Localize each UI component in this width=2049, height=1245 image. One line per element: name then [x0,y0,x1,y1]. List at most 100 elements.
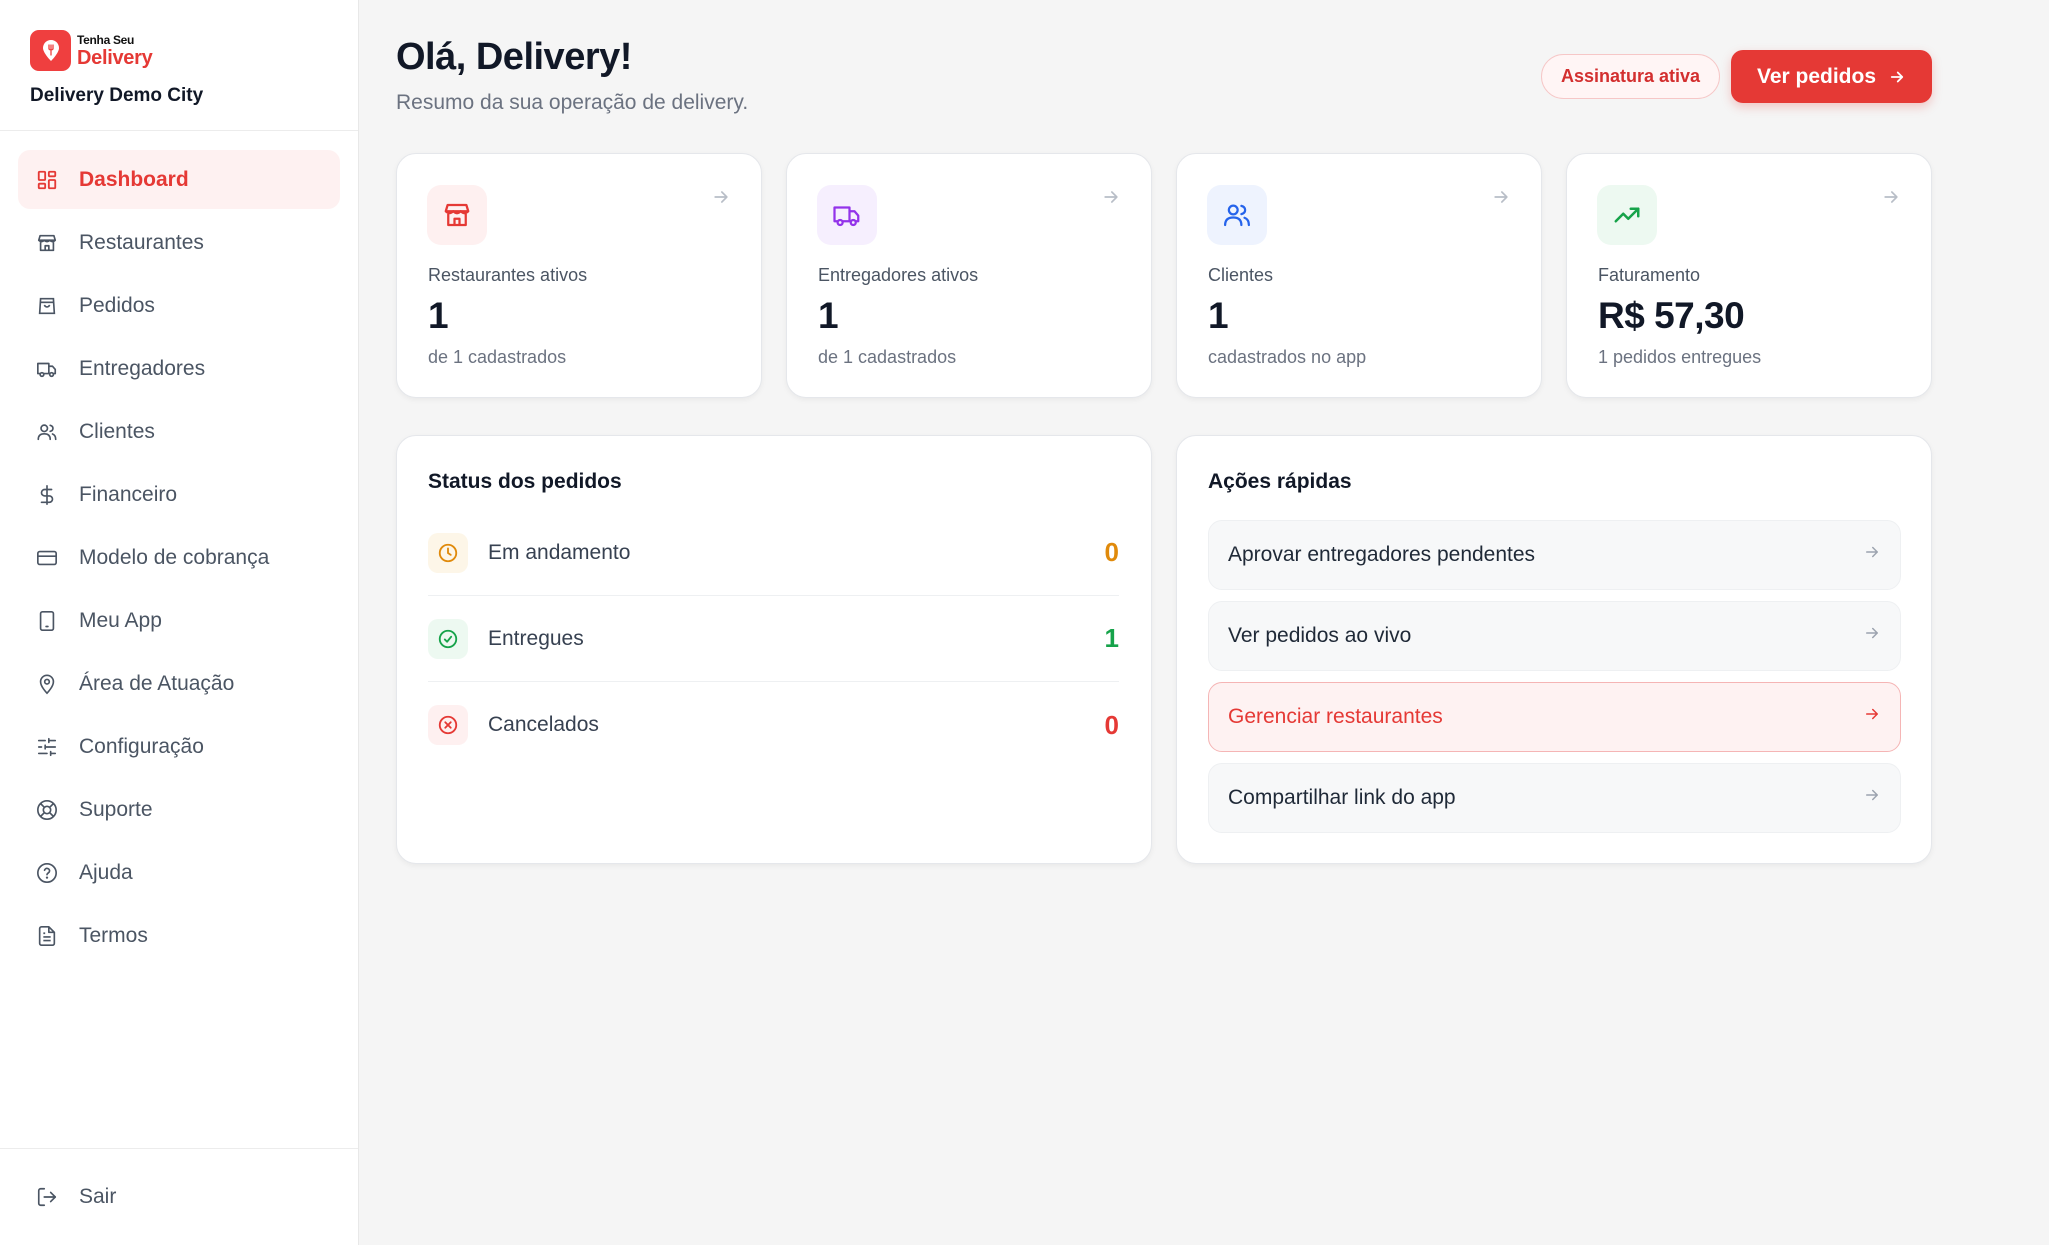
stat-label: Restaurantes ativos [428,265,588,285]
sidebar-item-clientes[interactable]: Clientes [18,402,340,461]
map-pin-icon [35,672,59,696]
status-label: Cancelados [488,713,599,736]
sidebar-item-termos[interactable]: Termos [18,906,340,965]
stat-label: Faturamento [1598,265,1701,285]
status-label: Entregues [488,626,584,650]
logout-icon [35,1185,59,1209]
sidebar-item-modelo-cobranca[interactable]: Modelo de cobrança [18,528,340,587]
sidebar-item-dashboard[interactable]: Dashboard [18,150,340,209]
stat-note: de 1 cadastrados [818,347,957,367]
sliders-icon [35,735,59,759]
sidebar-item-label: Pedidos [79,293,155,317]
sidebar-item-financeiro[interactable]: Financeiro [18,465,340,524]
sidebar-item-ajuda[interactable]: Ajuda [18,843,340,902]
status-row-in-progress[interactable]: Em andamento 0 [428,510,1119,596]
status-label: Em andamento [488,540,631,564]
sidebar-item-suporte[interactable]: Suporte [18,780,340,839]
stat-note: 1 pedidos entregues [1598,347,1762,367]
arrow-right-icon [1491,187,1511,212]
stat-note: cadastrados no app [1208,347,1367,367]
arrow-right-icon [1888,68,1906,86]
sidebar-item-label: Ajuda [79,860,133,884]
stat-label: Clientes [1208,265,1274,285]
order-status-panel: Status dos pedidos Em andamento 0 Entreg… [396,435,1152,864]
panel-title: Ações rápidas [1208,470,1352,493]
arrow-right-icon [1863,624,1881,648]
sidebar-item-label: Área de Atuação [79,671,235,695]
share-app-link-button[interactable]: Compartilhar link do app [1208,763,1901,833]
dashboard-icon [35,168,59,192]
status-count: 0 [1104,709,1119,740]
stat-value: R$ 57,30 [1598,295,1745,336]
status-count: 0 [1104,537,1119,567]
logout-label: Sair [79,1185,117,1208]
logout-button[interactable]: Sair [35,1185,116,1209]
stats-cards: Restaurantes ativos 1 de 1 cadastrados E… [396,153,1932,398]
users-icon [35,420,59,444]
sidebar-item-pedidos[interactable]: Pedidos [18,276,340,335]
sidebar: Tenha Seu Delivery Delivery Demo City Da… [0,0,359,1245]
arrow-right-icon [1863,705,1881,729]
truck-icon [35,357,59,381]
brand-line1: Tenha Seu [77,32,135,47]
x-circle-icon [428,705,468,745]
help-icon [35,861,59,885]
sidebar-item-entregadores[interactable]: Entregadores [18,339,340,398]
view-orders-label: Ver pedidos [1756,64,1877,88]
sidebar-item-area-atuacao[interactable]: Área de Atuação [18,654,340,713]
live-orders-button[interactable]: Ver pedidos ao vivo [1208,601,1901,671]
sidebar-nav: Dashboard Restaurantes Pedidos Entregado… [0,131,358,965]
sidebar-item-label: Financeiro [79,482,178,506]
arrow-right-icon [1101,187,1121,212]
subscription-status-badge[interactable]: Assinatura ativa [1541,54,1721,99]
stat-card-entregadores[interactable]: Entregadores ativos 1 de 1 cadastrados [786,153,1152,398]
stat-card-clientes[interactable]: Clientes 1 cadastrados no app [1176,153,1542,398]
sidebar-item-label: Configuração [79,734,204,758]
lifebuoy-icon [35,798,59,822]
phone-icon [35,609,59,633]
arrow-right-icon [711,187,731,212]
sidebar-item-label: Modelo de cobrança [79,545,270,569]
stat-label: Entregadores ativos [818,265,979,285]
sidebar-item-label: Entregadores [79,356,206,380]
view-orders-button[interactable]: Ver pedidos [1731,50,1932,103]
arrow-right-icon [1881,187,1901,212]
brand: Tenha Seu Delivery Delivery Demo City [0,0,358,131]
stat-value: 1 [818,295,839,336]
card-icon [35,546,59,570]
action-label: Gerenciar restaurantes [1228,705,1443,728]
bag-icon [35,294,59,318]
city-name: Delivery Demo City [30,85,204,106]
sidebar-item-configuracao[interactable]: Configuração [18,717,340,776]
stat-value: 1 [1208,295,1229,336]
sidebar-item-label: Meu App [79,608,162,632]
sidebar-item-restaurantes[interactable]: Restaurantes [18,213,340,272]
brand-line2: Delivery [77,46,153,69]
sidebar-item-meu-app[interactable]: Meu App [18,591,340,650]
stat-card-restaurantes[interactable]: Restaurantes ativos 1 de 1 cadastrados [396,153,762,398]
status-row-cancelled[interactable]: Cancelados 0 [428,682,1119,768]
brand-logo[interactable]: Tenha Seu Delivery [30,30,358,71]
page-subtitle: Resumo da sua operação de delivery. [396,91,749,114]
action-label: Ver pedidos ao vivo [1228,624,1412,647]
action-label: Aprovar entregadores pendentes [1228,543,1536,566]
main-content: Olá, Delivery! Resumo da sua operação de… [396,0,1932,864]
status-count: 1 [1104,623,1119,653]
logo-pin-icon [30,30,71,71]
stat-value: 1 [428,295,449,336]
approve-couriers-button[interactable]: Aprovar entregadores pendentes [1208,520,1901,590]
users-icon [1207,185,1267,245]
stat-card-faturamento[interactable]: Faturamento R$ 57,30 1 pedidos entregues [1566,153,1932,398]
trending-up-icon [1597,185,1657,245]
panel-title: Status dos pedidos [428,470,622,493]
sidebar-item-label: Termos [79,923,148,947]
arrow-right-icon [1863,543,1881,567]
clock-icon [428,532,468,573]
status-row-delivered[interactable]: Entregues 1 [428,596,1119,682]
sidebar-item-label: Suporte [79,797,153,821]
manage-restaurants-button[interactable]: Gerenciar restaurantes [1208,682,1901,752]
truck-icon [817,185,877,245]
sidebar-item-label: Restaurantes [79,230,204,254]
sidebar-item-label: Dashboard [79,167,189,191]
document-icon [35,924,59,948]
